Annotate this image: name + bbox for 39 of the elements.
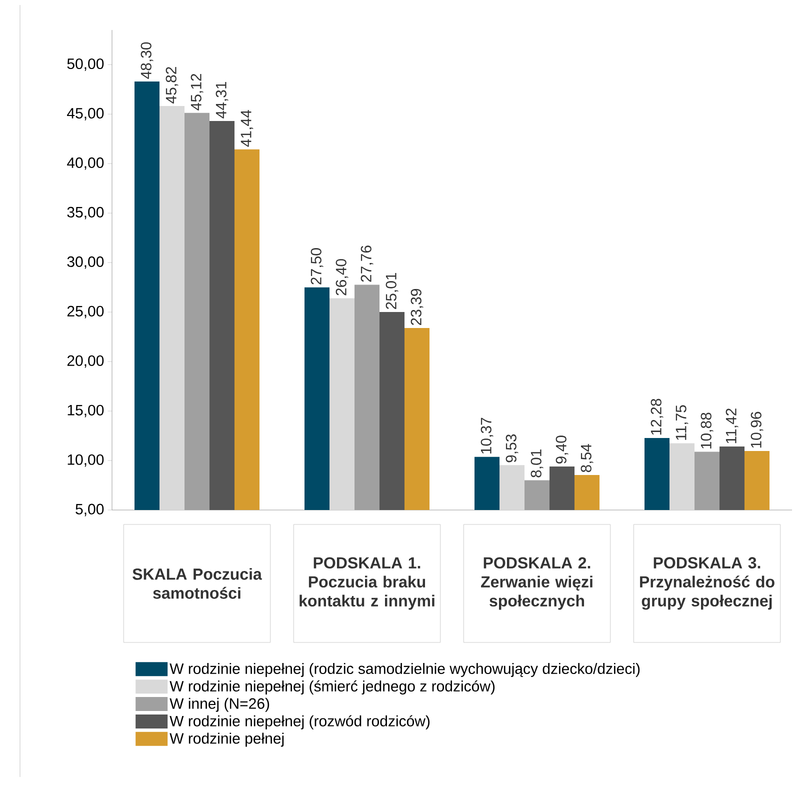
y-tick-label: 30,00: [67, 256, 104, 269]
y-tick-label: 20,00: [67, 355, 104, 368]
data-label: 11,75: [676, 405, 688, 440]
y-tick-label: 15,00: [68, 404, 104, 418]
y-tick-label: 5,00: [76, 504, 104, 516]
data-label: 45,82: [166, 67, 178, 104]
data-label: 27,50: [310, 248, 324, 284]
y-tick-label: 35,00: [67, 206, 104, 220]
data-label: 25,01: [386, 272, 398, 310]
legend-label: W rodzinie niepełnej (śmierć jednego z rodziców): [170, 680, 495, 694]
x-tick-label: PODSKALA 1. Poczucia braku kontaktu z innymi: [300, 557, 434, 610]
data-label: 10,88: [700, 412, 714, 448]
data-label: 10,37: [480, 418, 494, 454]
data-label: 41,44: [240, 110, 254, 147]
legend-label: W rodzinie niepełnej (rodzic samodzielnie wychowujący dziecko/dzieci): [170, 662, 640, 677]
x-tick-label: PODSKALA 3. Przynależność do grupy społecznej: [640, 557, 774, 610]
data-label: 27,76: [360, 246, 374, 282]
y-tick-label: 10,00: [68, 454, 104, 467]
data-label: 11,42: [726, 408, 738, 444]
data-label: 45,12: [190, 74, 204, 110]
data-label: 9,40: [556, 436, 568, 464]
data-label: 9,53: [506, 434, 518, 462]
data-label: 8,01: [530, 450, 544, 478]
data-label: 12,28: [650, 398, 664, 435]
legend-label: W rodzinie niepełnej (rozwód rodziców): [170, 715, 430, 730]
data-label: 23,39: [410, 288, 424, 326]
y-tick-label: 45,00: [67, 108, 104, 120]
data-label: 44,31: [216, 82, 228, 118]
data-label: 48,30: [140, 42, 154, 79]
legend-label: W rodzinie pełnej: [170, 732, 284, 747]
y-tick-label: 50,00: [67, 58, 104, 71]
data-label: 8,54: [580, 444, 594, 472]
x-tick-label: PODSKALA 2. Zerwanie więzi społecznych: [481, 557, 592, 610]
legend-label: W innej (N=26): [170, 698, 270, 712]
x-tick-label: SKALA Poczucia samotności: [132, 568, 262, 599]
data-label: 26,40: [336, 259, 348, 296]
data-label: 10,96: [750, 412, 764, 448]
y-tick-label: 25,00: [67, 306, 104, 318]
y-tick-label: 40,00: [67, 157, 104, 170]
